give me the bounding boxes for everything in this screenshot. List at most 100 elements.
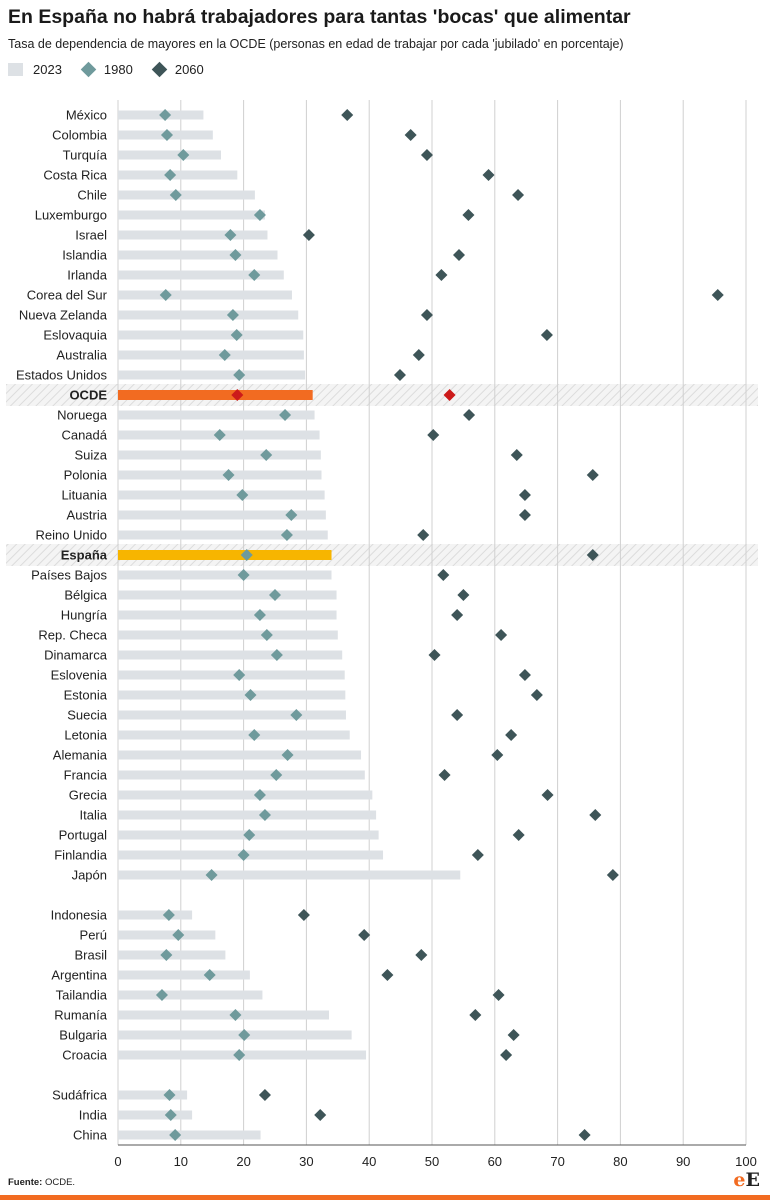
highlight-band-ocde [6,384,758,406]
bar-2023-rep-checa [118,630,338,640]
category-label-alemania: Alemania [53,748,108,763]
marker-2060-bulgaria [507,1028,520,1042]
bar-2023-israel [118,230,268,240]
legend-label-1980: 1980 [103,61,133,77]
marker-1980-italia [258,808,271,822]
marker-1980-rumania [229,1008,242,1022]
marker-2060-tailandia [492,988,505,1002]
bar-2023-islandia [118,250,278,260]
marker-1980-indonesia [162,908,175,922]
bar-2023-indonesia [118,910,193,920]
bar-2023-peru [118,930,216,940]
marker-1980-paises-bajos [237,568,250,582]
category-label-suecia: Suecia [67,708,108,723]
bar-2023-dinamarca [118,650,343,660]
chart-subtitle: Tasa de dependencia de mayores en la OCD… [8,37,624,51]
bar-2023-suecia [118,710,346,720]
category-label-indonesia: Indonesia [51,908,108,923]
bar-2023-australia [118,350,304,360]
publisher-logo: eE [733,1169,760,1191]
marker-2060-grecia [541,788,554,802]
category-label-italia: Italia [80,808,108,823]
category-label-rep-checa: Rep. Checa [38,628,107,643]
bar-2023-francia [118,770,365,780]
bar-2023-bulgaria [118,1030,352,1040]
bar-2023-espana [118,550,332,560]
x-tick-label-60: 60 [488,1154,502,1169]
bar-2023-corea-del-sur [118,290,292,300]
marker-1980-grecia [253,788,266,802]
marker-1980-dinamarca [270,648,283,662]
marker-1980-mexico [159,108,172,122]
category-label-portugal: Portugal [59,828,108,843]
bar-2023-noruega [118,410,315,420]
bar-2023-eslovaquia [118,330,304,340]
category-label-turquia: Turquía [63,148,108,163]
category-label-brasil: Brasil [74,948,107,963]
highlight-band-espana [6,544,758,566]
marker-2060-india [314,1108,327,1122]
bar-2023-nueva-zelanda [118,310,299,320]
bar-2023-grecia [118,790,373,800]
marker-1980-alemania [281,748,294,762]
dot-plot-chart: 0 10 20 30 40 50 60 70 80 90 100 México Colombia Turq… [6,100,758,1169]
category-label-croacia: Croacia [62,1048,108,1063]
category-label-austria: Austria [67,508,108,523]
logo-letter-E: E [745,1169,760,1191]
marker-2060-espana [586,548,599,562]
marker-2060-hungria [451,608,464,622]
bar-2023-india [118,1110,193,1120]
marker-2060-francia [438,768,451,782]
chart-legend: 2023 1980 2060 [8,60,220,78]
marker-2060-suecia [451,708,464,722]
bar-2023-japon [118,870,461,880]
bar-2023-paises-bajos [118,570,332,580]
marker-1980-reino-unido [280,528,293,542]
marker-2060-belgica [457,588,470,602]
category-label-finlandia: Finlandia [54,848,108,863]
bar-2023-hungria [118,610,337,620]
marker-1980-estonia [244,688,257,702]
category-label-estados-unidos: Estados Unidos [16,368,108,383]
marker-2060-croacia [500,1048,513,1062]
marker-2060-australia [412,348,425,362]
bar-2023-reino-unido [118,530,328,540]
marker-1980-eslovenia [233,668,246,682]
bar-2023-ocde [118,390,313,400]
source-note: Fuente: OCDE. [8,1177,75,1188]
marker-2060-estados-unidos [393,368,406,382]
category-label-paises-bajos: Países Bajos [31,568,107,583]
category-label-polonia: Polonia [64,468,108,483]
category-label-dinamarca: Dinamarca [44,648,108,663]
marker-2060-alemania [491,748,504,762]
x-tick-label-20: 20 [236,1154,250,1169]
bar-2023-argentina [118,970,250,980]
category-label-hungria: Hungría [61,608,108,623]
marker-2060-china [578,1128,591,1142]
chart-title: En España no habrá trabajadores para tan… [8,6,631,28]
legend-swatch-2023 [8,62,23,76]
legend-item-1980: 1980 [78,61,133,77]
category-label-peru: Perú [80,928,107,943]
marker-1980-costa-rica [164,168,177,182]
bar-2023-suiza [118,450,321,460]
category-label-nueva-zelanda: Nueva Zelanda [19,308,108,323]
bar-2023-austria [118,510,326,520]
category-label-estonia: Estonia [64,688,108,703]
marker-1980-argentina [203,968,216,982]
marker-1980-suecia [290,708,303,722]
category-label-suiza: Suiza [74,448,107,463]
category-label-canada: Canadá [61,428,107,443]
legend-item-2023: 2023 [8,62,62,77]
marker-2060-noruega [463,408,476,422]
bar-2023-estados-unidos [118,370,306,380]
marker-1980-brasil [160,948,173,962]
marker-2060-paises-bajos [437,568,450,582]
marker-1980-finlandia [237,848,250,862]
x-tick-label-100: 100 [735,1154,757,1169]
marker-1980-chile [169,188,182,202]
category-label-australia: Australia [56,348,107,363]
x-tick-label-10: 10 [174,1154,188,1169]
marker-2060-irlanda [435,268,448,282]
category-label-grecia: Grecia [69,788,108,803]
